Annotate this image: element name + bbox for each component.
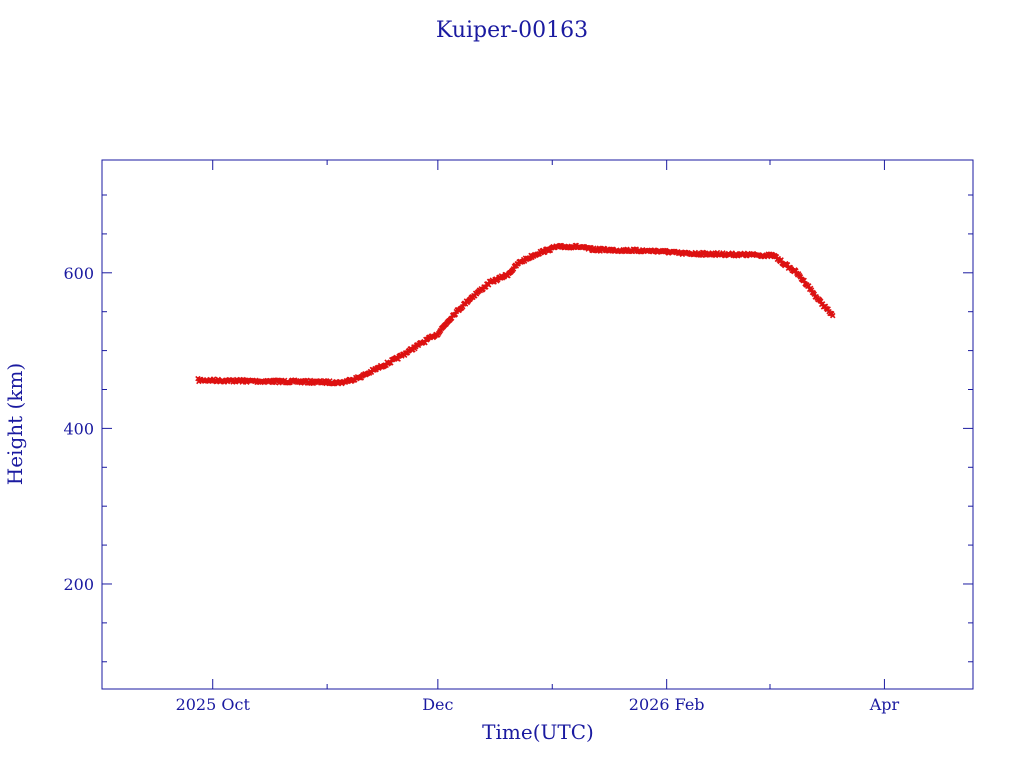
y-tick-label: 600 [63, 264, 94, 283]
y-axis-label: Height (km) [3, 363, 27, 485]
tick-labels: 2025 Oct Dec 2026 Feb Apr 200 400 600 [63, 264, 899, 714]
x-tick-label: 2026 Feb [629, 695, 705, 714]
plot-frame [101, 159, 974, 690]
x-tick-label: Apr [869, 695, 900, 714]
x-axis-label: Time(UTC) [482, 720, 594, 744]
axis-ticks [101, 160, 973, 689]
chart-title: Kuiper-00163 [436, 18, 588, 43]
y-tick-label: 200 [63, 575, 94, 594]
series-points [195, 242, 836, 387]
x-tick-label: 2025 Oct [176, 695, 251, 714]
y-tick-label: 400 [63, 419, 94, 438]
x-tick-label: Dec [422, 695, 453, 714]
data-point [829, 312, 836, 319]
